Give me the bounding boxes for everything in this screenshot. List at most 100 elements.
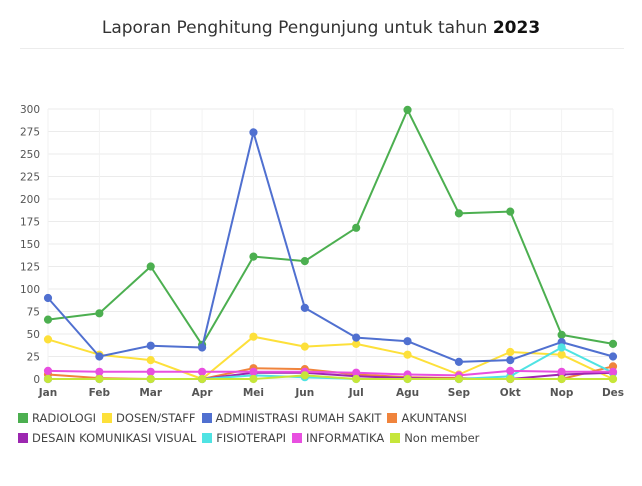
data-point [43,374,53,384]
y-tick-label: 175 [20,217,40,229]
data-point [557,330,566,339]
legend-label: DOSEN/STAFF [116,411,196,425]
legend-item[interactable]: DESAIN KOMUNIKASI VISUAL [18,428,196,448]
legend-swatch [18,433,28,443]
data-point [146,367,155,376]
series-line [47,335,614,380]
data-point [146,262,155,271]
legend-item[interactable]: Non member [390,428,479,448]
series-line [48,374,613,380]
legend-label: FISIOTERAPI [216,431,287,445]
data-point [95,309,104,318]
data-point [197,343,207,352]
y-tick-label: 250 [20,149,40,161]
y-tick-label: 25 [27,352,40,364]
y-tick-label: 75 [27,307,40,319]
x-tick-label: Feb [89,387,111,399]
legend-label: DESAIN KOMUNIKASI VISUAL [32,431,197,445]
data-point [352,333,361,342]
data-point [43,315,53,324]
title-year: 2023 [492,18,541,38]
data-point [43,366,53,375]
y-tick-label: 0 [33,374,40,386]
data-point [608,352,618,361]
data-point [557,350,566,359]
legend-item[interactable]: RADIOLOGI [18,408,96,428]
title-divider [20,48,624,49]
data-point [403,350,412,359]
data-point [95,367,104,376]
data-point [300,371,309,380]
legend-swatch [102,413,113,423]
data-point [249,128,258,137]
legend-swatch [202,433,213,443]
data-point [249,374,258,384]
data-point [352,223,361,232]
data-point [146,374,155,384]
data-point [403,105,412,115]
data-point [506,356,515,365]
y-tick-label: 125 [20,262,40,274]
x-tick-label: Apr [192,387,214,399]
y-tick-label: 275 [20,127,40,139]
data-point [352,374,361,384]
legend-label: ADMINISTRASI RUMAH SAKIT [215,411,382,425]
legend-swatch [201,413,212,423]
data-point [403,374,412,384]
data-point [146,341,155,350]
data-point [506,366,515,375]
y-tick-label: 225 [20,172,40,184]
data-point [506,207,515,216]
title-prefix: Laporan Penghitung Pengunjung untuk tahu… [101,18,493,38]
data-point [300,257,309,266]
legend-item[interactable]: DOSEN/STAFF [102,408,196,428]
data-point [557,343,566,352]
data-point [95,352,104,361]
x-tick-label: Okt [500,387,521,399]
legend-label: RADIOLOGI [32,411,97,425]
series-line [47,131,614,363]
data-point [146,356,155,365]
data-point [608,367,618,376]
legend-item[interactable]: FISIOTERAPI [202,428,286,448]
y-tick-label: 300 [20,104,40,116]
y-tick-label: 200 [20,194,40,206]
data-point [197,367,207,376]
x-tick-label: Des [602,387,624,399]
legend-label: INFORMATIKA [306,431,385,445]
y-tick-label: 100 [20,284,40,296]
data-point [608,374,618,384]
x-tick-label: Sep [448,387,471,399]
legend-item[interactable]: AKUNTANSI [387,408,467,428]
legend-label: AKUNTANSI [401,411,467,425]
series-line [47,369,613,377]
x-tick-label: Jun [294,387,314,399]
data-point [249,252,258,261]
x-tick-label: Jul [348,387,364,399]
data-point [300,303,309,312]
legend-swatch [387,413,398,423]
legend-item[interactable]: ADMINISTRASI RUMAH SAKIT [201,408,382,428]
data-point [557,367,566,376]
x-tick-label: Jan [38,387,57,399]
legend-swatch [292,433,303,443]
legend-item[interactable]: INFORMATIKA [292,428,384,448]
data-point [506,347,515,357]
y-tick-label: 150 [20,239,40,251]
data-point [249,367,258,376]
data-point [249,332,258,341]
series-line [47,108,614,346]
data-point [454,374,464,384]
data-point [95,374,104,384]
data-point [506,374,515,384]
legend-swatch [18,413,28,423]
x-tick-label: Nop [550,387,574,399]
data-point [403,337,412,346]
data-point [454,209,464,218]
legend-swatch [390,433,401,443]
chart-legend: RADIOLOGI DOSEN/STAFF ADMINISTRASI RUMAH S… [18,408,618,448]
data-point [454,357,464,366]
x-tick-label: Mar [139,387,163,399]
x-tick-label: Agu [396,387,419,399]
